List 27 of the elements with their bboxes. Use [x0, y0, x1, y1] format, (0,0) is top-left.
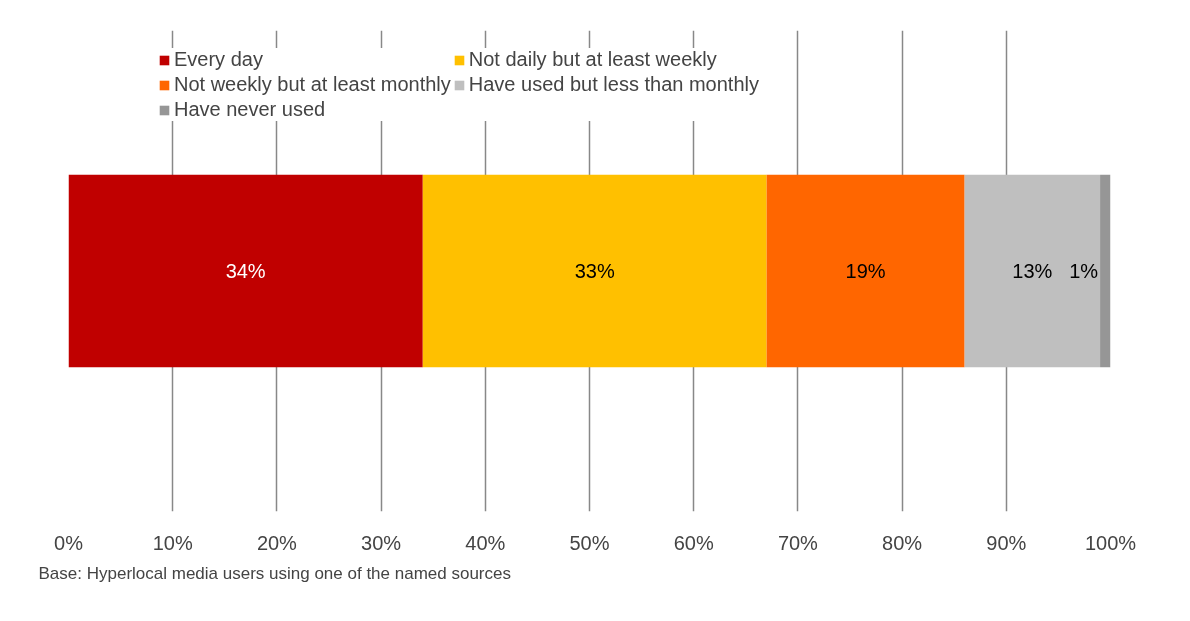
x-tick-label: 10%	[152, 531, 193, 554]
x-tick-label: 60%	[673, 531, 714, 554]
legend-label: Not weekly but at least monthly	[174, 73, 451, 96]
bar	[766, 174, 965, 368]
bar	[422, 174, 767, 368]
bar	[1100, 174, 1111, 368]
legend-label: Not daily but at least weekly	[468, 48, 717, 71]
data-label: 34%	[225, 260, 266, 282]
x-tick-label: 90%	[986, 531, 1027, 554]
x-tick-label: 40%	[465, 531, 506, 554]
x-tick-label: 80%	[882, 531, 923, 554]
data-label: 13%	[1012, 260, 1053, 282]
text: Base: Hyperlocal media users using one of the named sources	[38, 563, 511, 583]
bar	[68, 174, 423, 368]
x-tick-label: 70%	[777, 531, 819, 554]
x-tick-label: 20%	[256, 531, 298, 554]
x-tick-label: 100%	[1084, 531, 1137, 554]
data-label: 1%	[1069, 260, 1099, 282]
legend-label: Have used but less than monthly	[468, 73, 759, 96]
data-label: 19%	[845, 260, 886, 282]
data-label: 33%	[574, 260, 615, 282]
x-tick-label: 30%	[361, 531, 402, 554]
x-tick-label: 0%	[54, 531, 84, 554]
legend-label: Have never used	[174, 98, 326, 121]
legend-label: Every day	[174, 48, 263, 71]
bar	[964, 174, 1101, 368]
x-tick-label: 50%	[569, 531, 610, 554]
